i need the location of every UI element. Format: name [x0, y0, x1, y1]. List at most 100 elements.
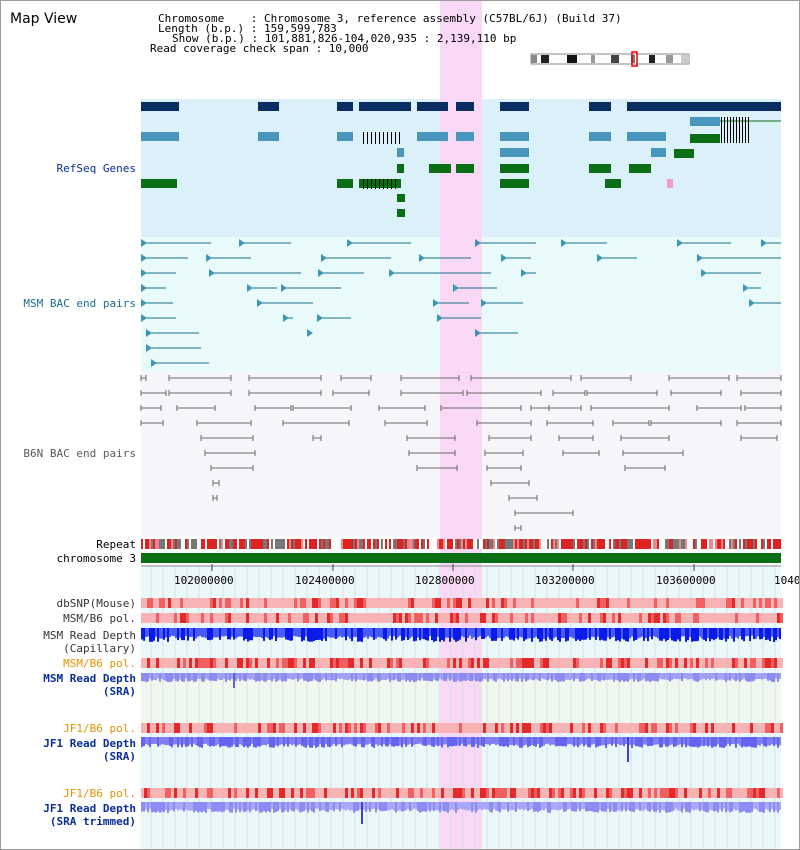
depth-bar — [379, 628, 381, 638]
heat-cell — [645, 788, 648, 798]
depth-bar — [141, 737, 143, 747]
depth-bar — [149, 802, 151, 809]
depth-bar — [371, 673, 373, 682]
heat-cell — [201, 613, 204, 623]
heat-cell — [225, 788, 228, 798]
heat-cell — [165, 598, 168, 608]
track-label-jf1-b6-pol[interactable]: JF1/B6 pol. — [63, 722, 136, 735]
heat-cell — [759, 658, 762, 668]
heat-cell — [312, 788, 315, 798]
depth-bar — [761, 673, 763, 680]
depth-bar — [449, 802, 451, 811]
heat-cell — [381, 613, 384, 623]
depth-bar — [499, 628, 501, 638]
track-label-jf1-b6-pol-trimmed[interactable]: JF1/B6 pol. — [63, 787, 136, 800]
depth-bar — [589, 673, 591, 680]
depth-bar — [459, 737, 461, 746]
heat-cell — [438, 598, 441, 608]
track-label-msm-b6-pol-sra[interactable]: MSM/B6 pol. — [63, 657, 136, 670]
exon-tick — [379, 132, 380, 144]
heat-cell — [168, 658, 171, 668]
heat-cell — [498, 788, 501, 798]
heat-cell — [165, 788, 168, 798]
depth-bar — [243, 628, 245, 641]
gene-model — [337, 102, 353, 111]
track-label-msm-bac[interactable]: MSM BAC end pairs — [23, 297, 136, 310]
heat-cell — [297, 598, 300, 608]
depth-bar — [169, 673, 171, 683]
repeat-segment — [329, 539, 331, 549]
depth-bar — [377, 802, 379, 810]
heat-cell — [588, 658, 591, 668]
heat-cell — [591, 788, 594, 798]
track-label-b6n-bac[interactable]: B6N BAC end pairs — [23, 447, 136, 460]
track-label-jf1-read-depth-trimmed[interactable]: JF1 Read Depth — [43, 802, 136, 815]
exon-tick — [739, 117, 740, 143]
heat-cell — [744, 723, 747, 733]
track-label-msm-read-depth-sra[interactable]: MSM Read Depth — [43, 672, 136, 685]
depth-bar — [775, 802, 777, 811]
track-label-jf1-read-depth-sra[interactable]: JF1 Read Depth — [43, 737, 136, 750]
depth-bar — [359, 737, 361, 745]
depth-bar — [645, 737, 647, 745]
depth-bar — [419, 737, 421, 744]
depth-bar — [445, 673, 447, 682]
depth-bar — [277, 802, 279, 812]
depth-bar — [275, 673, 277, 682]
heat-cell — [288, 658, 291, 668]
heat-cell — [204, 788, 207, 798]
heat-cell — [726, 788, 729, 798]
heat-cell — [552, 613, 555, 623]
heat-cell — [504, 658, 507, 668]
depth-bar — [623, 628, 625, 640]
depth-bar — [527, 737, 529, 748]
depth-bar — [595, 737, 597, 748]
depth-bar — [583, 673, 585, 682]
depth-bar — [779, 628, 781, 640]
depth-bar — [707, 673, 709, 679]
depth-bar — [539, 628, 541, 642]
depth-bar — [607, 802, 609, 809]
depth-bar — [425, 673, 427, 681]
axis-tick-label: 102000000 — [174, 574, 234, 587]
heat-cell — [417, 598, 420, 608]
track-label-msm-read-depth-capillary[interactable]: MSM Read Depth — [43, 629, 136, 642]
heat-cell — [750, 723, 753, 733]
depth-bar — [575, 628, 577, 641]
heat-cell — [753, 598, 756, 608]
heat-cell — [636, 658, 639, 668]
heat-cell — [495, 723, 498, 733]
depth-bar — [541, 628, 543, 642]
depth-bar — [275, 737, 277, 746]
bac-end-marker — [257, 299, 263, 307]
bac-end-marker — [749, 299, 755, 307]
heat-cell — [777, 613, 780, 623]
heat-cell — [411, 658, 414, 668]
heat-cell — [168, 788, 171, 798]
depth-bar — [249, 737, 251, 747]
repeat-segment — [327, 539, 329, 549]
heat-cell — [180, 723, 183, 733]
depth-bar — [721, 737, 723, 748]
heat-cell — [564, 788, 567, 798]
depth-bar — [671, 628, 673, 641]
depth-bar — [339, 628, 341, 637]
depth-bar — [335, 737, 337, 747]
depth-bar — [233, 673, 235, 688]
heat-cell — [522, 723, 525, 733]
heat-cell — [312, 658, 315, 668]
repeat-segment — [773, 539, 775, 549]
chromosome-ideogram[interactable] — [531, 54, 689, 64]
heat-cell — [510, 613, 513, 623]
heat-cell — [609, 788, 612, 798]
repeat-segment — [249, 539, 251, 549]
depth-bar — [397, 628, 399, 638]
track-label-refseq-genes[interactable]: RefSeq Genes — [56, 162, 136, 175]
bac-end-marker — [419, 254, 425, 262]
track-label-dbsnp[interactable]: dbSNP(Mouse) — [56, 597, 136, 610]
track-label-msm-b6-pol[interactable]: MSM/B6 pol. — [63, 612, 136, 625]
depth-bar — [687, 802, 689, 813]
depth-bar — [671, 802, 673, 812]
heat-cell — [225, 723, 228, 733]
